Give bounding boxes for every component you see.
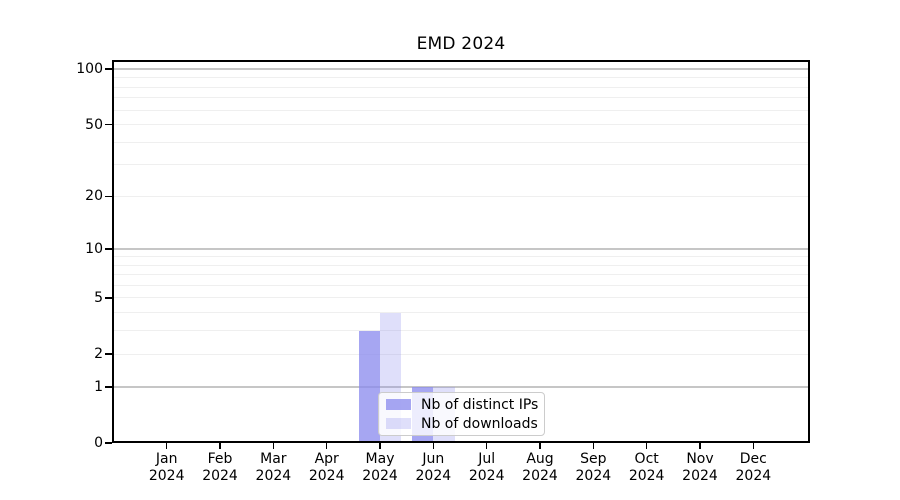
x-tick-year: 2024 [308, 468, 345, 484]
x-tick-month: Mar [260, 451, 287, 467]
gridline-y-100 [112, 68, 810, 70]
x-tick-year: 2024 [575, 468, 612, 484]
legend-swatch-nb-of-distinct-ips [386, 399, 411, 410]
x-tick-month: Nov [686, 451, 714, 467]
gridline-y-50 [112, 124, 810, 126]
gridline-y-40 [112, 141, 810, 143]
y-tick-label-5: 5 [94, 289, 103, 306]
gridline-y-7 [112, 274, 810, 276]
y-tick-label-2: 2 [94, 346, 103, 362]
x-tick-label-may: May 2024 [340, 451, 420, 485]
x-tick-year: 2024 [628, 468, 665, 484]
x-tick-label-mar: Mar 2024 [233, 451, 313, 485]
legend-label-nb-of-distinct-ips: Nb of distinct IPs [421, 396, 539, 413]
x-tick-month: Feb [207, 451, 233, 467]
x-tick-month: Oct [634, 451, 659, 467]
x-tick-month: Jan [155, 451, 178, 467]
y-tick-0 [105, 442, 112, 444]
gridline-y-10 [112, 248, 810, 250]
y-tick-label-0: 0 [94, 435, 103, 451]
x-tick-mar [272, 443, 275, 449]
x-tick-nov [699, 443, 701, 449]
y-tick-1 [105, 386, 112, 388]
y-tick-2 [105, 353, 112, 355]
y-tick-100 [105, 68, 112, 70]
x-tick-month: Dec [739, 451, 767, 467]
x-tick-year: 2024 [202, 468, 238, 484]
plot-area [112, 60, 810, 443]
gridline-y-20 [112, 195, 810, 197]
y-tick-5 [105, 297, 112, 299]
legend-item-nb-of-distinct-ips: Nb of distinct IPs [386, 395, 538, 414]
x-tick-label-jun: Jun 2024 [393, 451, 473, 485]
x-tick-label-apr: Apr 2024 [287, 451, 367, 485]
gridline-y-2 [112, 353, 810, 355]
x-tick-jul [485, 443, 488, 449]
x-tick-jan [165, 443, 168, 449]
gridline-y-5 [112, 297, 810, 299]
y-tick-50 [105, 123, 112, 126]
x-tick-sep [592, 443, 595, 449]
x-tick-label-jul: Jul 2024 [447, 451, 527, 485]
x-tick-month: Sep [580, 451, 607, 467]
y-tick-label-100: 100 [76, 61, 103, 78]
gridline-y-30 [112, 164, 810, 166]
x-tick-oct [645, 443, 648, 449]
y-tick-label-50: 50 [85, 116, 103, 133]
x-tick-year: 2024 [468, 468, 505, 484]
x-tick-month: Jun [422, 451, 445, 467]
x-tick-label-aug: Aug 2024 [500, 451, 580, 485]
x-tick-year: 2024 [255, 468, 292, 484]
legend-item-nb-of-downloads: Nb of downloads [386, 414, 538, 433]
gridline-y-3 [112, 330, 810, 332]
x-tick-label-sep: Sep 2024 [553, 451, 633, 485]
legend: Nb of distinct IPs Nb of downloads [378, 392, 545, 436]
x-tick-month: Aug [526, 451, 554, 467]
gridline-y-90 [112, 77, 810, 79]
gridline-y-80 [112, 86, 810, 88]
x-tick-year: 2024 [148, 468, 185, 484]
x-tick-feb [219, 443, 221, 449]
gridline-y-4 [112, 312, 810, 314]
x-tick-year: 2024 [522, 468, 558, 484]
y-tick-label-10: 10 [85, 240, 103, 257]
x-tick-label-jan: Jan 2024 [127, 451, 207, 485]
y-tick-label-20: 20 [85, 188, 103, 205]
x-tick-month: Apr [314, 451, 339, 467]
x-tick-year: 2024 [415, 468, 452, 484]
x-tick-month: May [365, 451, 395, 467]
x-tick-aug [539, 443, 541, 449]
x-tick-year: 2024 [735, 468, 772, 484]
bar-nb-of-distinct-ips-may [358, 330, 381, 443]
x-tick-apr [325, 443, 328, 449]
x-tick-label-nov: Nov 2024 [660, 451, 740, 485]
gridline-y-60 [112, 109, 810, 111]
gridline-y-70 [112, 97, 810, 99]
gridline-y-8 [112, 264, 810, 266]
y-tick-20 [105, 195, 112, 198]
gridline-y-6 [112, 284, 810, 286]
chart-title: EMD 2024 [416, 34, 506, 54]
gridline-y-1 [112, 386, 810, 388]
legend-swatch-nb-of-downloads [386, 418, 411, 429]
x-tick-label-oct: Oct 2024 [607, 451, 687, 485]
x-tick-label-dec: Dec 2024 [713, 451, 793, 485]
x-tick-month: Jul [478, 451, 496, 467]
x-tick-jun [432, 443, 435, 449]
x-tick-year: 2024 [362, 468, 398, 484]
x-tick-may [379, 443, 381, 449]
gridline-y-9 [112, 255, 810, 257]
y-tick-10 [105, 247, 112, 250]
x-tick-year: 2024 [682, 468, 718, 484]
x-tick-label-feb: Feb 2024 [180, 451, 260, 485]
legend-label-nb-of-downloads: Nb of downloads [421, 415, 538, 432]
x-tick-dec [752, 443, 755, 449]
y-tick-label-1: 1 [94, 378, 103, 395]
